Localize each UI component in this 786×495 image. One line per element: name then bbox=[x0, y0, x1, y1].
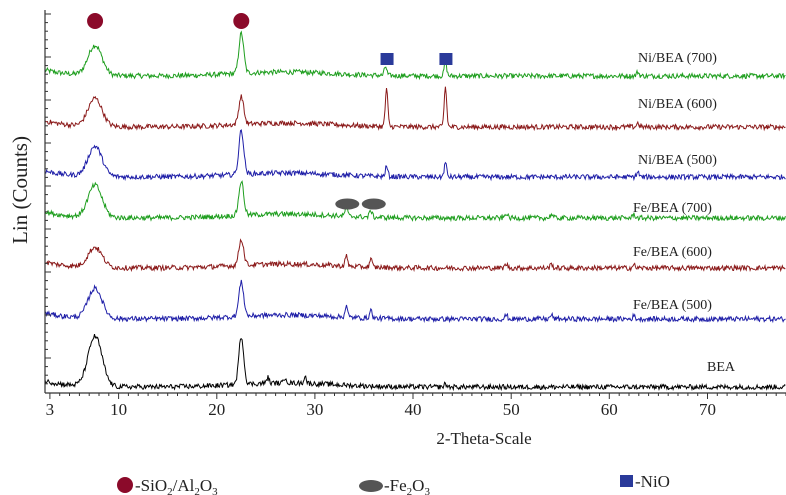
peak-marker-square-2 bbox=[380, 53, 394, 65]
series-line-6 bbox=[44, 333, 786, 392]
series-line-0 bbox=[44, 30, 786, 81]
series-label-5: Fe/BEA (500) bbox=[633, 298, 712, 313]
legend-square-marker bbox=[620, 475, 633, 487]
peak-marker-circle-1 bbox=[233, 13, 250, 29]
series-label-6: BEA bbox=[707, 360, 736, 375]
series-label-3: Fe/BEA (700) bbox=[633, 201, 712, 216]
x-tick-group: 3 10 20 30 40 50 60 70 bbox=[46, 393, 786, 419]
series-line-2 bbox=[44, 129, 786, 182]
y-tick-group bbox=[45, 13, 51, 385]
axes: 3 10 20 30 40 50 60 70 bbox=[44, 10, 786, 419]
marker-group bbox=[87, 13, 453, 210]
series-line-3 bbox=[44, 180, 786, 223]
x-tick-label-7: 70 bbox=[699, 400, 716, 419]
x-tick-label-1: 10 bbox=[110, 400, 127, 419]
legend-label-fe2o3: -Fe2O3 bbox=[384, 476, 430, 495]
peak-marker-square-3 bbox=[439, 53, 453, 65]
peak-marker-ellipse-5 bbox=[361, 198, 386, 210]
series-label-1: Ni/BEA (600) bbox=[638, 97, 717, 112]
legend: -SiO2/Al2O3 -Fe2O3 -NiO bbox=[117, 472, 670, 495]
series-label-0: Ni/BEA (700) bbox=[638, 51, 717, 66]
peak-marker-ellipse-4 bbox=[335, 198, 360, 210]
series-line-4 bbox=[44, 238, 786, 273]
x-tick-label-3: 30 bbox=[306, 400, 323, 419]
legend-circle-marker bbox=[117, 477, 133, 493]
series-line-1 bbox=[44, 86, 786, 132]
legend-label-nio: -NiO bbox=[635, 472, 670, 491]
y-axis-title: Lin (Counts) bbox=[8, 136, 32, 244]
x-axis-title: 2-Theta-Scale bbox=[436, 429, 531, 448]
legend-ellipse-marker bbox=[359, 480, 383, 492]
trace-group bbox=[44, 30, 786, 392]
legend-label-sio2-al2o3: -SiO2/Al2O3 bbox=[135, 476, 218, 495]
x-tick-label-5: 50 bbox=[503, 400, 520, 419]
series-label-group: Ni/BEA (700) Ni/BEA (600) Ni/BEA (500) Fe/B… bbox=[633, 51, 736, 375]
x-tick-label-0: 3 bbox=[46, 400, 55, 419]
series-label-4: Fe/BEA (600) bbox=[633, 245, 712, 260]
series-line-5 bbox=[44, 279, 786, 324]
x-tick-label-2: 20 bbox=[208, 400, 225, 419]
peak-marker-circle-0 bbox=[87, 13, 104, 29]
series-label-2: Ni/BEA (500) bbox=[638, 153, 717, 168]
x-tick-label-6: 60 bbox=[601, 400, 618, 419]
x-tick-label-4: 40 bbox=[405, 400, 422, 419]
